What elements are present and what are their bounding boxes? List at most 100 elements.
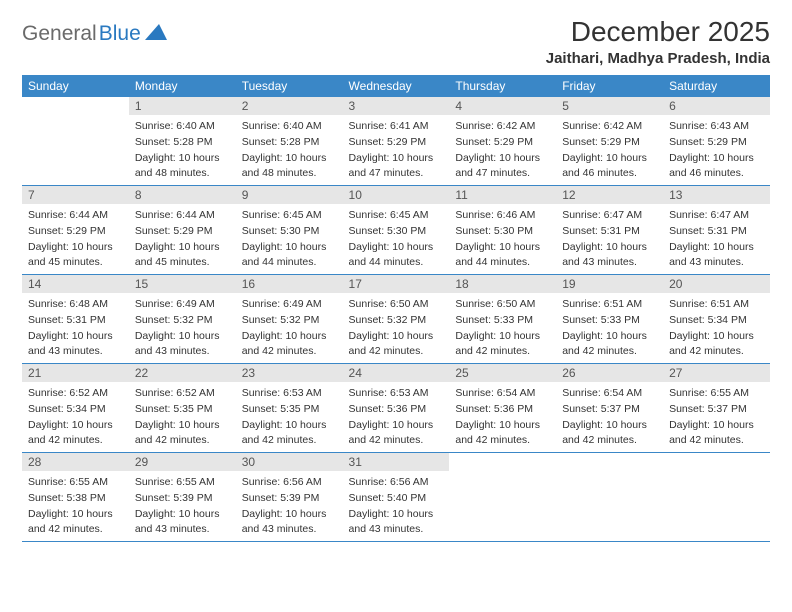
day-details: Sunrise: 6:42 AMSunset: 5:29 PMDaylight:… xyxy=(449,115,556,184)
sunrise-text: Sunrise: 6:40 AM xyxy=(135,117,230,133)
daylight-text: Daylight: 10 hours and 47 minutes. xyxy=(455,149,550,179)
daylight-text: Daylight: 10 hours and 45 minutes. xyxy=(28,238,123,268)
calendar-week-row: 1Sunrise: 6:40 AMSunset: 5:28 PMDaylight… xyxy=(22,97,770,186)
sunset-text: Sunset: 5:30 PM xyxy=(242,222,337,238)
sunset-text: Sunset: 5:37 PM xyxy=(562,400,657,416)
day-details: Sunrise: 6:41 AMSunset: 5:29 PMDaylight:… xyxy=(343,115,450,184)
sunset-text: Sunset: 5:37 PM xyxy=(669,400,764,416)
daylight-text: Daylight: 10 hours and 42 minutes. xyxy=(242,327,337,357)
sunrise-text: Sunrise: 6:53 AM xyxy=(349,384,444,400)
sunset-text: Sunset: 5:30 PM xyxy=(455,222,550,238)
sunrise-text: Sunrise: 6:50 AM xyxy=(455,295,550,311)
sunrise-text: Sunrise: 6:44 AM xyxy=(135,206,230,222)
sunset-text: Sunset: 5:36 PM xyxy=(349,400,444,416)
sunrise-text: Sunrise: 6:47 AM xyxy=(669,206,764,222)
calendar-day-cell: 29Sunrise: 6:55 AMSunset: 5:39 PMDayligh… xyxy=(129,453,236,542)
calendar-day-cell: 12Sunrise: 6:47 AMSunset: 5:31 PMDayligh… xyxy=(556,186,663,275)
weekday-header: Saturday xyxy=(663,75,770,97)
daylight-text: Daylight: 10 hours and 43 minutes. xyxy=(562,238,657,268)
day-details: Sunrise: 6:47 AMSunset: 5:31 PMDaylight:… xyxy=(556,204,663,273)
daylight-text: Daylight: 10 hours and 42 minutes. xyxy=(455,327,550,357)
sunrise-text: Sunrise: 6:54 AM xyxy=(562,384,657,400)
location-subtitle: Jaithari, Madhya Pradesh, India xyxy=(546,50,770,67)
daylight-text: Daylight: 10 hours and 43 minutes. xyxy=(135,327,230,357)
calendar-day-cell: 30Sunrise: 6:56 AMSunset: 5:39 PMDayligh… xyxy=(236,453,343,542)
sunrise-text: Sunrise: 6:42 AM xyxy=(562,117,657,133)
day-number: 11 xyxy=(449,186,556,204)
day-details: Sunrise: 6:45 AMSunset: 5:30 PMDaylight:… xyxy=(343,204,450,273)
day-number: 27 xyxy=(663,364,770,382)
day-details: Sunrise: 6:49 AMSunset: 5:32 PMDaylight:… xyxy=(236,293,343,362)
calendar-day-cell: 13Sunrise: 6:47 AMSunset: 5:31 PMDayligh… xyxy=(663,186,770,275)
sunset-text: Sunset: 5:30 PM xyxy=(349,222,444,238)
sunrise-text: Sunrise: 6:48 AM xyxy=(28,295,123,311)
day-details: Sunrise: 6:44 AMSunset: 5:29 PMDaylight:… xyxy=(22,204,129,273)
day-details: Sunrise: 6:48 AMSunset: 5:31 PMDaylight:… xyxy=(22,293,129,362)
weekday-header: Friday xyxy=(556,75,663,97)
day-number: 1 xyxy=(129,97,236,115)
calendar-day-cell: 28Sunrise: 6:55 AMSunset: 5:38 PMDayligh… xyxy=(22,453,129,542)
sunset-text: Sunset: 5:31 PM xyxy=(669,222,764,238)
sunset-text: Sunset: 5:32 PM xyxy=(135,311,230,327)
sunrise-text: Sunrise: 6:52 AM xyxy=(135,384,230,400)
day-details: Sunrise: 6:52 AMSunset: 5:35 PMDaylight:… xyxy=(129,382,236,451)
day-number: 28 xyxy=(22,453,129,471)
sunset-text: Sunset: 5:34 PM xyxy=(28,400,123,416)
calendar-day-cell: 22Sunrise: 6:52 AMSunset: 5:35 PMDayligh… xyxy=(129,364,236,453)
sunrise-text: Sunrise: 6:41 AM xyxy=(349,117,444,133)
calendar-table: SundayMondayTuesdayWednesdayThursdayFrid… xyxy=(22,75,770,542)
day-details: Sunrise: 6:54 AMSunset: 5:37 PMDaylight:… xyxy=(556,382,663,451)
brand-text-1: General xyxy=(22,22,97,46)
sunrise-text: Sunrise: 6:46 AM xyxy=(455,206,550,222)
day-number: 25 xyxy=(449,364,556,382)
day-number: 20 xyxy=(663,275,770,293)
calendar-day-cell: 17Sunrise: 6:50 AMSunset: 5:32 PMDayligh… xyxy=(343,275,450,364)
sunset-text: Sunset: 5:35 PM xyxy=(135,400,230,416)
sunrise-text: Sunrise: 6:44 AM xyxy=(28,206,123,222)
calendar-day-cell: 24Sunrise: 6:53 AMSunset: 5:36 PMDayligh… xyxy=(343,364,450,453)
sunset-text: Sunset: 5:38 PM xyxy=(28,489,123,505)
calendar-day-cell: 20Sunrise: 6:51 AMSunset: 5:34 PMDayligh… xyxy=(663,275,770,364)
weekday-header: Monday xyxy=(129,75,236,97)
calendar-day-cell: 27Sunrise: 6:55 AMSunset: 5:37 PMDayligh… xyxy=(663,364,770,453)
day-details: Sunrise: 6:51 AMSunset: 5:34 PMDaylight:… xyxy=(663,293,770,362)
calendar-day-cell: 7Sunrise: 6:44 AMSunset: 5:29 PMDaylight… xyxy=(22,186,129,275)
calendar-day-cell: 25Sunrise: 6:54 AMSunset: 5:36 PMDayligh… xyxy=(449,364,556,453)
page-title: December 2025 xyxy=(546,16,770,48)
day-details: Sunrise: 6:49 AMSunset: 5:32 PMDaylight:… xyxy=(129,293,236,362)
daylight-text: Daylight: 10 hours and 42 minutes. xyxy=(349,416,444,446)
sunrise-text: Sunrise: 6:42 AM xyxy=(455,117,550,133)
weekday-header-row: SundayMondayTuesdayWednesdayThursdayFrid… xyxy=(22,75,770,97)
sunset-text: Sunset: 5:29 PM xyxy=(349,133,444,149)
day-number: 18 xyxy=(449,275,556,293)
sunset-text: Sunset: 5:32 PM xyxy=(349,311,444,327)
weekday-header: Wednesday xyxy=(343,75,450,97)
sunset-text: Sunset: 5:29 PM xyxy=(562,133,657,149)
daylight-text: Daylight: 10 hours and 44 minutes. xyxy=(455,238,550,268)
day-number: 6 xyxy=(663,97,770,115)
calendar-day-cell: 5Sunrise: 6:42 AMSunset: 5:29 PMDaylight… xyxy=(556,97,663,186)
sunset-text: Sunset: 5:35 PM xyxy=(242,400,337,416)
title-block: December 2025 Jaithari, Madhya Pradesh, … xyxy=(546,16,770,67)
calendar-day-cell: 8Sunrise: 6:44 AMSunset: 5:29 PMDaylight… xyxy=(129,186,236,275)
day-number: 24 xyxy=(343,364,450,382)
sunrise-text: Sunrise: 6:54 AM xyxy=(455,384,550,400)
weekday-header: Thursday xyxy=(449,75,556,97)
daylight-text: Daylight: 10 hours and 42 minutes. xyxy=(562,416,657,446)
day-number: 12 xyxy=(556,186,663,204)
daylight-text: Daylight: 10 hours and 43 minutes. xyxy=(669,238,764,268)
daylight-text: Daylight: 10 hours and 47 minutes. xyxy=(349,149,444,179)
day-details: Sunrise: 6:53 AMSunset: 5:36 PMDaylight:… xyxy=(343,382,450,451)
daylight-text: Daylight: 10 hours and 42 minutes. xyxy=(562,327,657,357)
day-details: Sunrise: 6:42 AMSunset: 5:29 PMDaylight:… xyxy=(556,115,663,184)
sunrise-text: Sunrise: 6:55 AM xyxy=(669,384,764,400)
day-details: Sunrise: 6:55 AMSunset: 5:38 PMDaylight:… xyxy=(22,471,129,540)
sunset-text: Sunset: 5:29 PM xyxy=(135,222,230,238)
sunset-text: Sunset: 5:28 PM xyxy=(242,133,337,149)
sunrise-text: Sunrise: 6:49 AM xyxy=(135,295,230,311)
day-details: Sunrise: 6:56 AMSunset: 5:39 PMDaylight:… xyxy=(236,471,343,540)
sunrise-text: Sunrise: 6:40 AM xyxy=(242,117,337,133)
calendar-week-row: 21Sunrise: 6:52 AMSunset: 5:34 PMDayligh… xyxy=(22,364,770,453)
sunrise-text: Sunrise: 6:56 AM xyxy=(242,473,337,489)
sunset-text: Sunset: 5:33 PM xyxy=(562,311,657,327)
